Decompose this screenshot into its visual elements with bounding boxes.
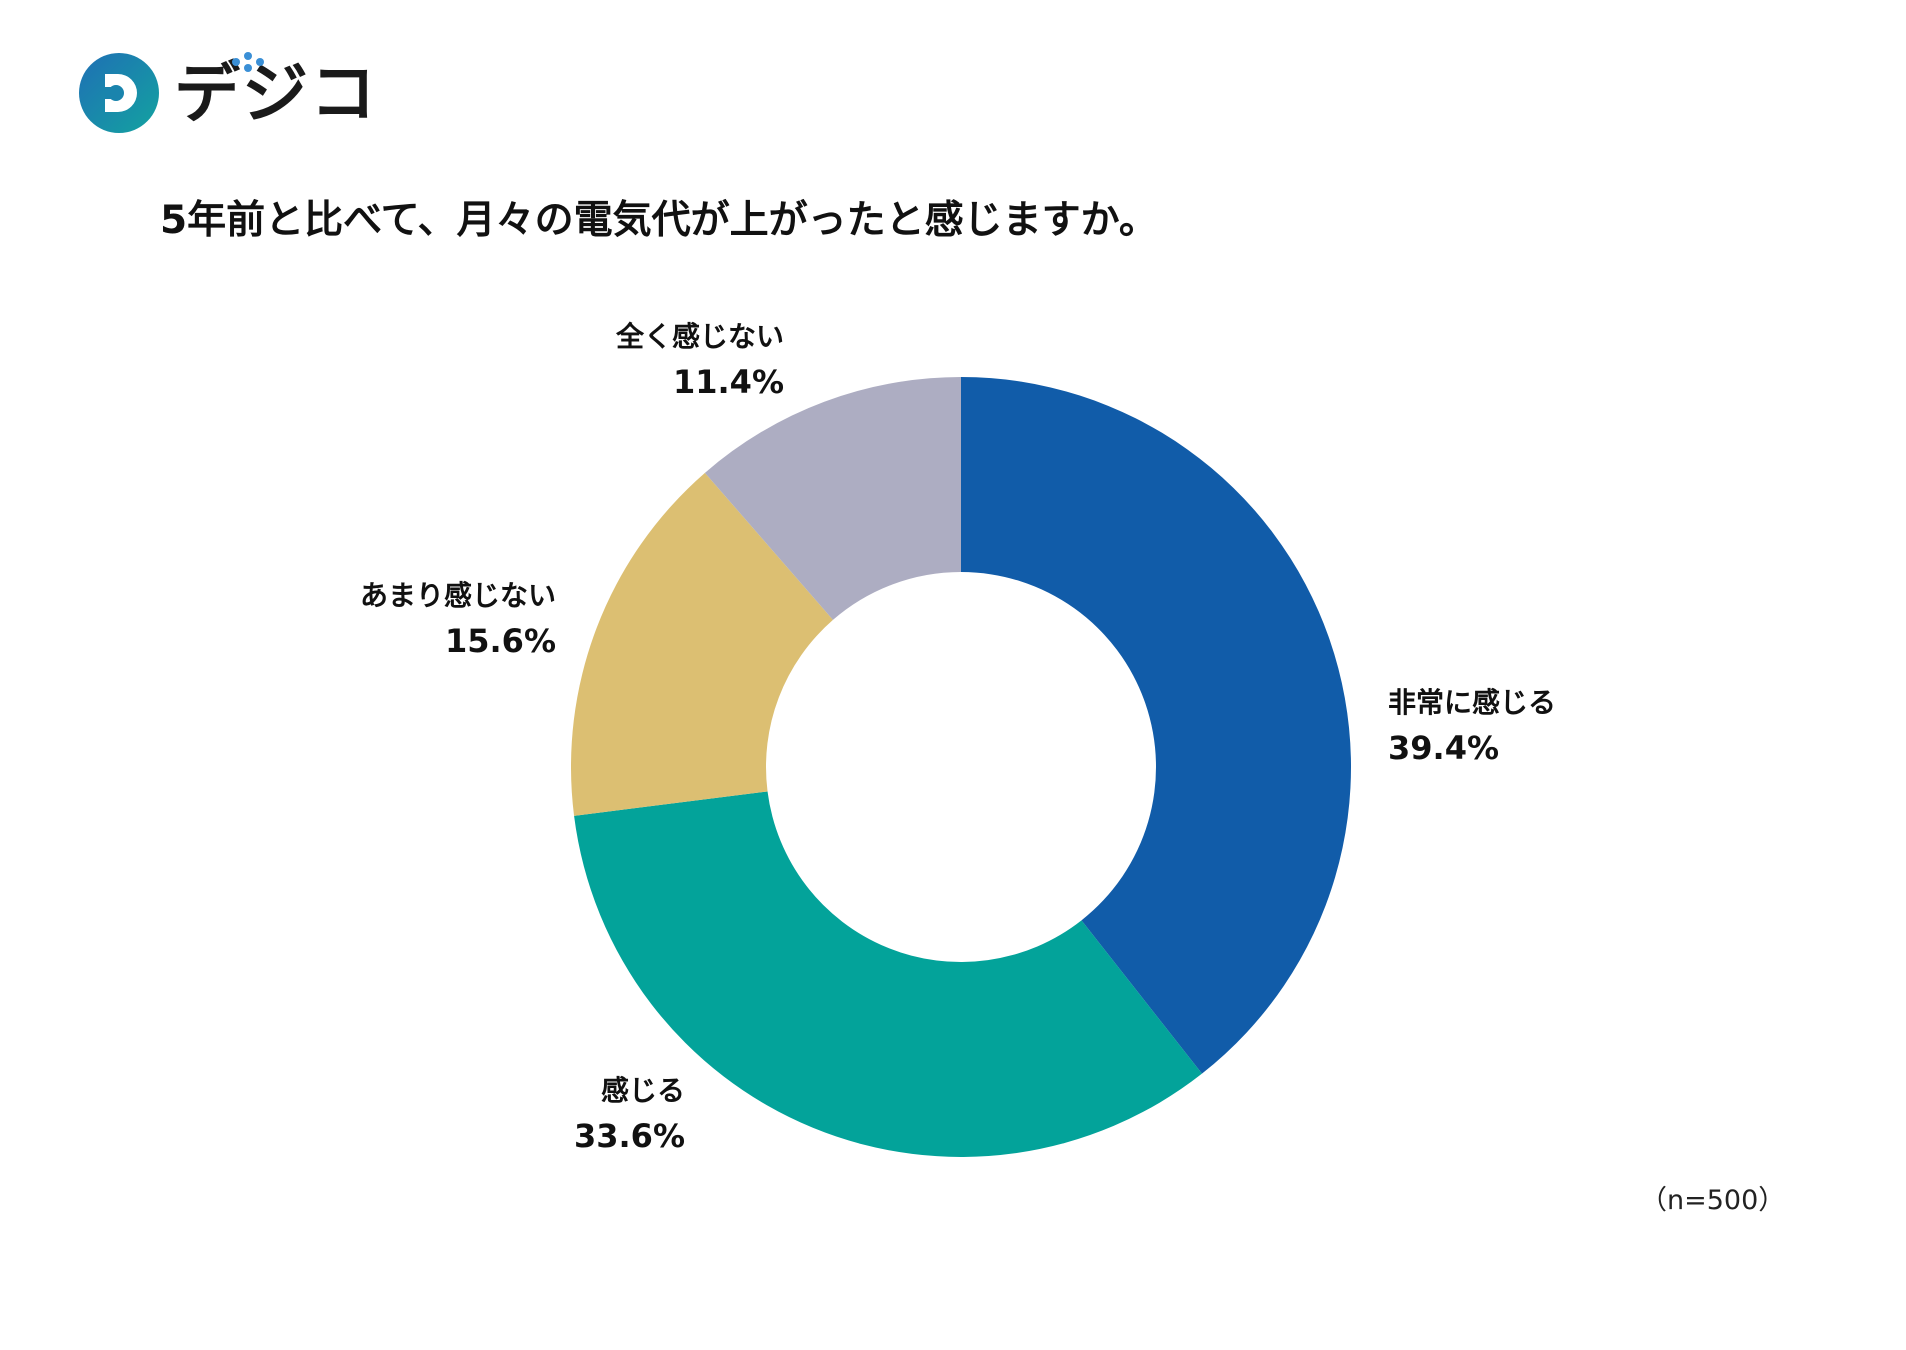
slice-label: あまり感じない bbox=[360, 579, 556, 612]
sample-size-note: （n=500） bbox=[1640, 1185, 1786, 1216]
slice-label: 非常に感じる bbox=[1388, 686, 1556, 719]
slice-label: 感じる bbox=[601, 1074, 685, 1107]
slice-value-label: 11.4% bbox=[673, 363, 784, 401]
slice-label: 全く感じない bbox=[615, 320, 784, 353]
slice-value-label: 15.6% bbox=[445, 622, 556, 660]
donut-slice bbox=[961, 377, 1352, 1074]
donut-slice bbox=[704, 377, 961, 620]
donut-slice bbox=[571, 472, 833, 816]
brand-logo: デジコ bbox=[78, 52, 378, 144]
slice-value-label: 39.4% bbox=[1388, 729, 1499, 767]
donut-slice bbox=[574, 791, 1202, 1158]
logo-dots-icon bbox=[232, 52, 264, 72]
chart-title: 5年前と比べて、月々の電気代が上がったと感じますか。 bbox=[160, 198, 1158, 243]
slice-value-label: 33.6% bbox=[574, 1117, 685, 1155]
logo-mark-icon bbox=[79, 53, 159, 133]
logo-wordmark: デジコ bbox=[174, 55, 378, 132]
